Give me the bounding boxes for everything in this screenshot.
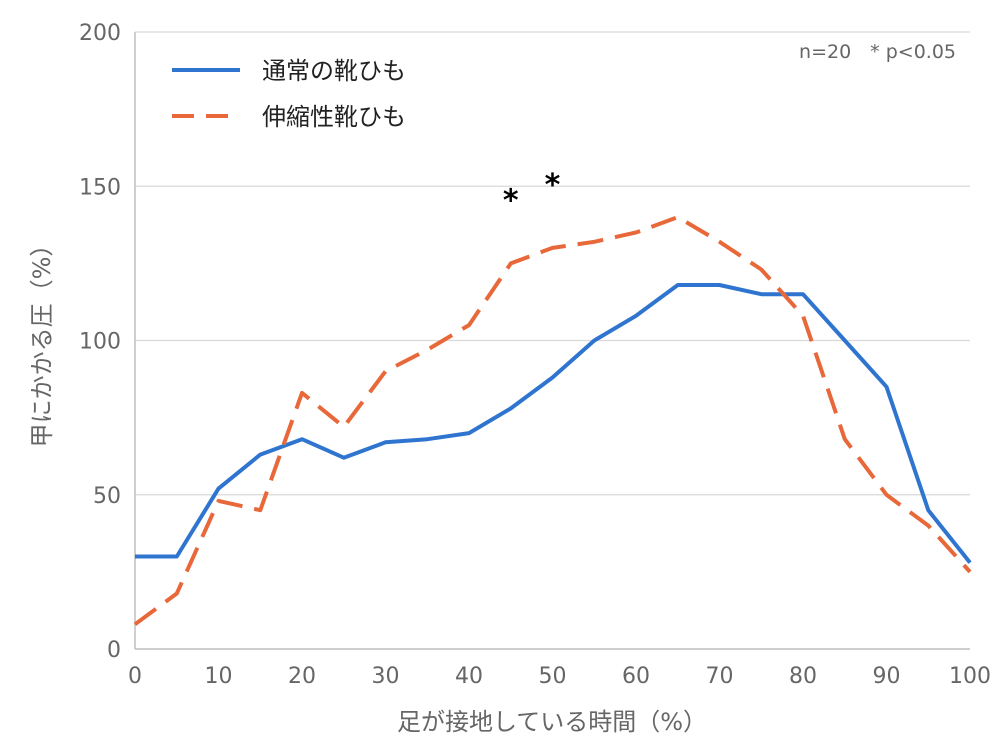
y-tick-label: 50 (93, 484, 121, 509)
y-tick-label: 100 (79, 330, 121, 355)
series-lines (133, 215, 972, 626)
x-tick-label: 50 (539, 664, 567, 689)
x-tick-label: 100 (949, 664, 991, 689)
x-axis-label: 足が接地している時間（%） (397, 708, 707, 736)
y-tick-label: 200 (79, 21, 121, 46)
gridlines (135, 31, 970, 496)
x-tick-label: 70 (706, 664, 734, 689)
x-tick-label: 20 (288, 664, 316, 689)
legend-label-2: 伸縮性靴ひも (262, 103, 406, 131)
series-line-1 (135, 283, 972, 564)
tick-labels: 0 50 100 150 200 0 10 20 30 40 50 60 70 80 90 100 (79, 21, 991, 689)
x-tick-label: 30 (372, 664, 400, 689)
y-axis-label: 甲にかかる圧（%） (28, 233, 56, 448)
x-tick-label: 10 (205, 664, 233, 689)
legend-label-1: 通常の靴ひも (262, 57, 406, 85)
x-tick-label: 90 (873, 664, 901, 689)
significance-star: * (503, 184, 519, 219)
sample-note: n=20 * p<0.05 (799, 41, 956, 63)
significance-markers: * * (503, 168, 561, 218)
y-tick-label: 0 (107, 638, 121, 663)
x-tick-label: 80 (789, 664, 817, 689)
significance-star: * (545, 168, 561, 203)
series-line-2 (133, 215, 972, 626)
x-tick-label: 60 (622, 664, 650, 689)
x-tick-label: 0 (128, 664, 142, 689)
x-tick-label: 40 (455, 664, 483, 689)
y-tick-label: 150 (79, 175, 121, 200)
axes (134, 32, 970, 650)
